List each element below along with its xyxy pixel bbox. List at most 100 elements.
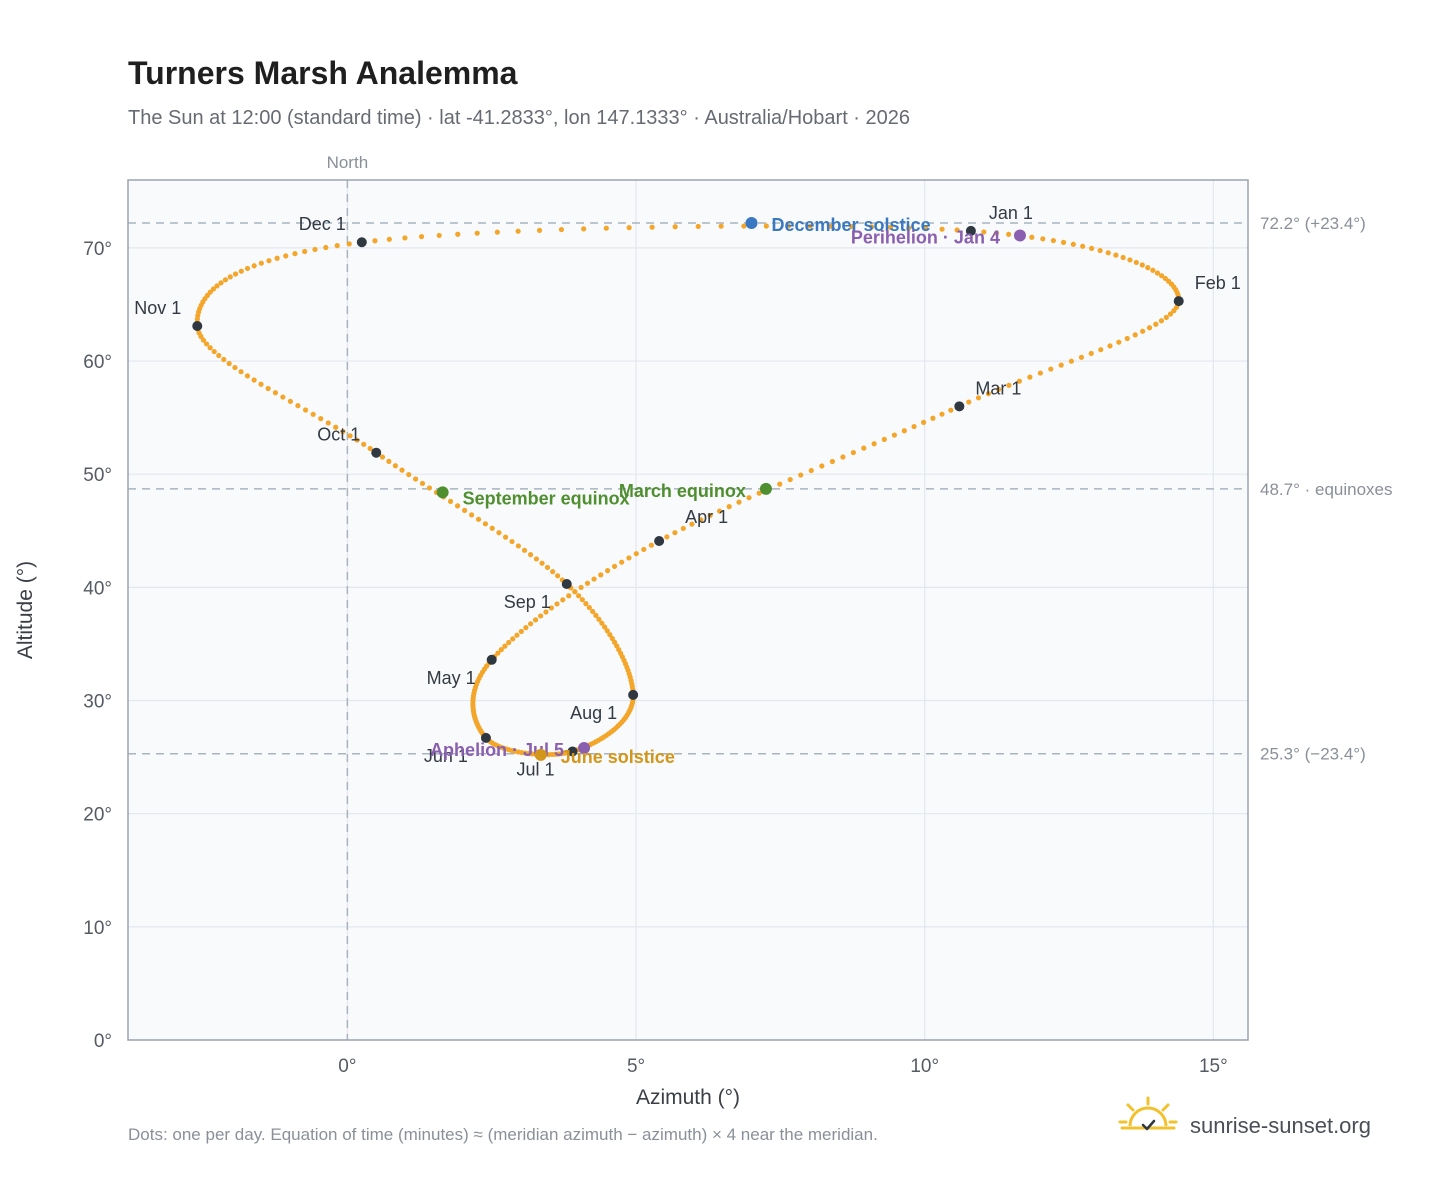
day-dot — [1146, 325, 1153, 331]
day-dot — [418, 234, 425, 240]
y-tick-label: 40° — [83, 578, 112, 599]
month-dot — [192, 320, 203, 331]
day-dot — [1060, 239, 1067, 245]
day-dot — [599, 620, 605, 626]
day-dot — [1140, 328, 1146, 334]
day-dot — [536, 227, 543, 233]
day-dot — [482, 521, 489, 527]
day-dot — [232, 364, 238, 371]
day-dot — [1153, 321, 1159, 327]
month-label: Mar 1 — [975, 378, 1021, 398]
day-dot — [280, 394, 286, 400]
day-dot — [454, 503, 461, 509]
day-dot — [258, 260, 264, 266]
day-dot — [619, 559, 625, 565]
day-dot — [544, 564, 551, 571]
day-dot — [238, 369, 244, 375]
event-dot — [745, 217, 758, 229]
day-dot — [548, 605, 555, 611]
day-dot — [1163, 314, 1169, 320]
day-dot — [695, 223, 701, 230]
day-dot — [1150, 267, 1156, 273]
day-dot — [808, 467, 814, 474]
month-label: Jan 1 — [989, 203, 1033, 223]
day-dot — [538, 613, 544, 619]
day-dot — [533, 556, 540, 562]
plot-frame — [127, 179, 1249, 1041]
day-dot — [550, 569, 556, 575]
day-dot — [258, 381, 264, 387]
day-dot — [1097, 247, 1103, 254]
day-dot — [251, 377, 257, 383]
x-tick-label: 15° — [1199, 1056, 1228, 1077]
day-dot — [495, 650, 501, 656]
day-dot — [746, 495, 752, 501]
chart-subtitle: The Sun at 12:00 (standard time) · lat -… — [128, 107, 910, 129]
day-dot — [498, 647, 504, 653]
day-dot — [203, 341, 210, 347]
day-dot — [468, 512, 475, 518]
day-dot — [891, 432, 898, 438]
day-dot — [514, 632, 520, 638]
day-dot — [828, 223, 834, 229]
day-dot — [227, 274, 233, 280]
day-dot — [930, 415, 936, 421]
event-label: September equinox — [463, 488, 630, 508]
day-dot — [611, 639, 618, 645]
day-dot — [539, 560, 545, 566]
month-dot — [567, 746, 578, 757]
reference-line-label: 25.3° (−23.4°) — [1260, 745, 1366, 764]
day-dot — [923, 225, 929, 232]
day-dot — [399, 467, 405, 473]
day-dot — [502, 534, 509, 540]
day-dot — [211, 348, 217, 355]
day-dot — [310, 411, 316, 417]
day-dot — [787, 476, 793, 483]
month-dot — [561, 578, 572, 589]
day-dot — [426, 485, 433, 491]
day-dot — [207, 345, 213, 351]
month-dot — [628, 689, 639, 700]
y-tick-label: 10° — [83, 918, 112, 939]
x-axis-label: Azimuth (°) — [636, 1086, 740, 1109]
event-dot — [578, 742, 591, 755]
day-dot — [558, 226, 565, 233]
day-dot — [221, 356, 227, 363]
month-label: Jul 1 — [517, 759, 555, 779]
day-dot — [1016, 378, 1023, 384]
day-dot — [598, 572, 604, 578]
day-dot — [578, 584, 584, 591]
day-dot — [785, 223, 792, 229]
event-label: December solstice — [772, 215, 931, 235]
day-dot — [591, 576, 597, 582]
brand-text: sunrise-sunset.org — [1190, 1113, 1371, 1138]
day-dot — [981, 229, 987, 235]
day-dot — [302, 248, 308, 255]
day-dot — [518, 628, 524, 635]
day-dot — [474, 230, 480, 236]
day-dot — [1078, 354, 1085, 360]
day-dot — [939, 411, 945, 417]
day-dot — [510, 636, 516, 642]
day-dot — [318, 416, 324, 422]
day-dot — [590, 608, 596, 615]
day-dot — [406, 471, 412, 478]
day-dot — [515, 543, 521, 549]
day-dot — [906, 225, 912, 231]
day-dot — [593, 612, 599, 618]
day-dot — [586, 604, 592, 611]
day-dot — [861, 445, 867, 451]
day-dot — [707, 512, 713, 519]
day-dot — [1167, 311, 1174, 317]
day-dot — [447, 498, 454, 504]
day-dot — [340, 428, 346, 435]
day-dot — [868, 224, 875, 230]
day-dot — [287, 398, 293, 404]
day-dot — [475, 516, 482, 522]
day-dot — [1171, 308, 1177, 314]
day-dot — [251, 263, 257, 269]
day-dot — [954, 227, 960, 233]
month-markers: Jan 1 Feb 1 Mar 1 Apr 1 May 1 Jun 1 Jul 1 Aug 1… — [134, 203, 1241, 780]
x-tick-label: 5° — [627, 1056, 645, 1077]
